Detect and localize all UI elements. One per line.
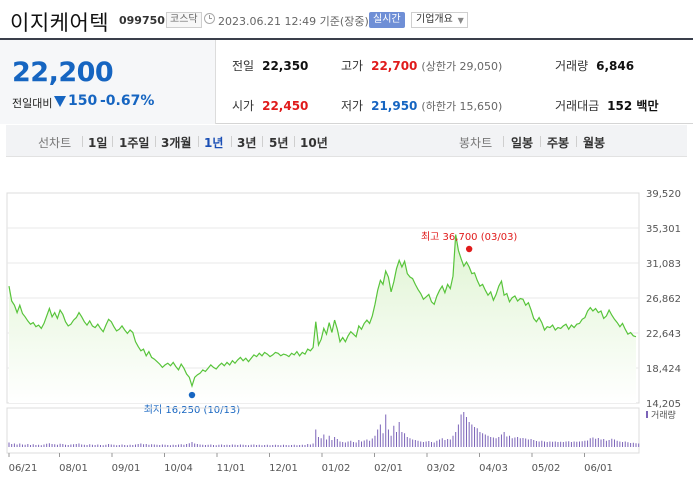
quote-datetime: 2023.06.21 12:49 기준(장중) (218, 15, 369, 28)
open-label: 시가 (232, 99, 255, 113)
x-tick-label: 10/04 (164, 463, 193, 474)
market-badge: 코스닥 (166, 12, 202, 28)
candle-chart-label: 봉차트 (459, 136, 493, 150)
x-tick-label: 08/01 (59, 463, 88, 474)
current-price: 22,200 (12, 57, 114, 88)
volume-value: 6,846 (596, 59, 635, 73)
x-tick-label: 11/01 (217, 463, 246, 474)
divider (155, 136, 156, 147)
stock-code: 099750 (119, 14, 165, 27)
volume-cell: 거래량 6,846 (555, 57, 634, 74)
divider (503, 136, 504, 147)
volume-frame (6, 407, 640, 454)
price-area-fill (9, 234, 636, 403)
divider (231, 136, 232, 147)
y-tick-label: 35,301 (646, 224, 681, 235)
line-chart-label: 선차트 (38, 136, 72, 150)
y-tick-label: 14,205 (646, 399, 681, 410)
down-arrow-icon (54, 96, 66, 107)
company-overview-dropdown[interactable]: 기업개요 ▼ (411, 12, 468, 28)
caret-down-icon: ▼ (457, 16, 464, 25)
x-tick-label: 05/02 (532, 463, 561, 474)
divider (540, 136, 541, 147)
low-annotation: 최저 16,250 (10/13) (144, 404, 240, 416)
company-overview-label: 기업개요 (416, 14, 453, 25)
tab-1w[interactable]: 1주일 (119, 136, 150, 150)
tab-3m[interactable]: 3개월 (161, 136, 192, 150)
tab-monthly-candle[interactable]: 월봉 (583, 136, 606, 150)
y-tick-label: 26,862 (646, 294, 681, 305)
trade-value-label: 거래대금 (555, 99, 600, 113)
lower-limit: (하한가 15,650) (421, 100, 503, 113)
tab-1y[interactable]: 1년 (204, 136, 224, 150)
tab-5y[interactable]: 5년 (269, 136, 289, 150)
tab-1d[interactable]: 1일 (88, 136, 108, 150)
tab-weekly-candle[interactable]: 주봉 (547, 136, 570, 150)
divider (198, 136, 199, 147)
volume-legend-swatch (646, 411, 648, 418)
x-tick-label: 12/01 (269, 463, 298, 474)
x-tick-label: 03/02 (427, 463, 456, 474)
tab-3y[interactable]: 3년 (237, 136, 257, 150)
low-cell: 저가 21,950 (하한가 15,650) (341, 97, 502, 114)
x-tick-label: 06/01 (584, 463, 613, 474)
tab-10y[interactable]: 10년 (300, 136, 328, 150)
y-tick-label: 22,643 (646, 329, 681, 340)
price-line (8, 234, 637, 389)
current-price-panel: 22,200 전일대비 150 -0.67% (0, 40, 216, 124)
stock-name[interactable]: 이지케어텍 (10, 11, 110, 35)
open-value: 22,450 (262, 99, 309, 113)
trade-value: 152 백만 (607, 99, 659, 113)
x-tick-label: 04/03 (479, 463, 508, 474)
divider (82, 136, 83, 147)
clock-icon (204, 13, 215, 24)
tab-daily-candle[interactable]: 일봉 (511, 136, 534, 150)
x-tick-label: 06/21 (9, 463, 38, 474)
low-marker (188, 391, 196, 399)
high-annotation: 최고 36,700 (03/03) (421, 231, 517, 243)
realtime-badge[interactable]: 실시간 (369, 12, 405, 28)
x-tick-label: 09/01 (112, 463, 141, 474)
high-marker (465, 245, 473, 253)
price-chart[interactable]: 39,520 35,301 31,083 26,862 22,643 18,424 14,2… (0, 160, 693, 481)
y-tick-label: 18,424 (646, 364, 681, 375)
low-label: 저가 (341, 99, 364, 113)
y-tick-label: 39,520 (646, 189, 681, 200)
upper-limit: (상한가 29,050) (421, 60, 503, 73)
stock-header: 이지케어텍 099750 코스닥 2023.06.21 12:49 기준(장중)… (0, 0, 693, 38)
change-label: 전일대비 (12, 97, 53, 110)
volume-label: 거래량 (555, 59, 589, 73)
divider (576, 136, 577, 147)
prev-close-value: 22,350 (262, 59, 309, 73)
volume-legend-label: 거래량 (651, 409, 676, 421)
open-cell: 시가 22,450 (232, 97, 308, 114)
high-value: 22,700 (371, 59, 418, 73)
prev-close-label: 전일 (232, 59, 255, 73)
divider (112, 136, 113, 147)
divider (262, 136, 263, 147)
x-tick-label: 01/02 (322, 463, 351, 474)
change-amount: 150 (68, 93, 98, 109)
change-percent: -0.67% (100, 93, 155, 109)
low-value: 21,950 (371, 99, 418, 113)
high-cell: 고가 22,700 (상한가 29,050) (341, 57, 502, 74)
high-label: 고가 (341, 59, 364, 73)
divider (294, 136, 295, 147)
x-tick-label: 02/01 (374, 463, 403, 474)
trade-value-cell: 거래대금 152 백만 (555, 97, 658, 114)
y-tick-label: 31,083 (646, 259, 681, 270)
chart-period-bar: 선차트 1일 1주일 3개월 1년 3년 5년 10년 봉차트 일봉 주봉 월봉 (6, 125, 687, 157)
prev-close-cell: 전일 22,350 (232, 57, 308, 74)
price-summary: 22,200 전일대비 150 -0.67% 전일 22,350 고가 22,700… (0, 38, 693, 124)
